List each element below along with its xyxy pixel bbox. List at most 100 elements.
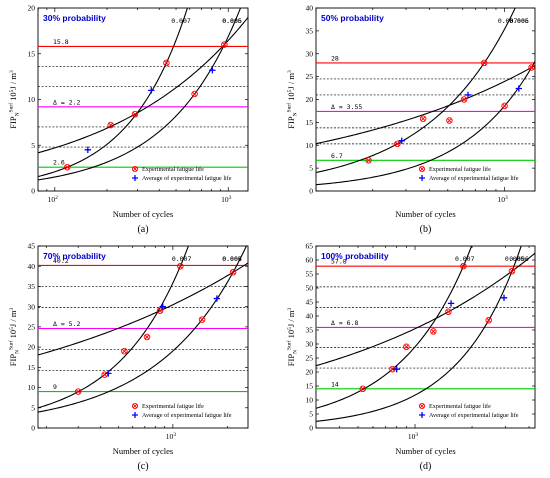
legend-average-marker <box>132 175 138 181</box>
y-axis-label-part: Surf <box>286 340 293 350</box>
y-tick-label: 30 <box>306 49 314 58</box>
experimental-point <box>365 157 372 164</box>
experimental-cross <box>230 269 236 275</box>
experimental-point <box>101 371 108 378</box>
experimental-point <box>198 316 206 323</box>
experimental-point <box>403 343 410 351</box>
legend-experimental-marker <box>131 402 139 410</box>
y-tick-label: 45 <box>28 242 36 251</box>
y-axis-label-part: N <box>293 350 299 354</box>
x-tick-label: 103 <box>166 432 177 441</box>
experimental-circle <box>107 121 114 129</box>
average-point <box>213 295 221 302</box>
experimental-point <box>394 140 401 148</box>
threshold-label: 28 <box>331 54 339 62</box>
experimental-cross <box>461 263 466 269</box>
experimental-circle <box>198 316 206 323</box>
experimental-point <box>163 59 170 67</box>
experimental-circle <box>131 110 139 118</box>
y-tick-label: 0 <box>31 187 35 196</box>
x-axis-label: Number of cycles <box>113 209 173 219</box>
legend-experimental-label: Experimental fatigue life <box>142 403 204 410</box>
experimental-cross <box>502 103 507 109</box>
y-tick-label: 30 <box>28 302 36 311</box>
average-point <box>159 303 167 310</box>
curve-label: 0.007 <box>498 17 518 25</box>
y-axis-label: FIPNSurf 105J / m3 <box>286 70 299 129</box>
plot-frame <box>37 245 249 429</box>
fatigue-curve <box>316 246 522 422</box>
y-tick-label: 5 <box>309 410 313 419</box>
legend-average-marker <box>132 412 138 418</box>
experimental-point <box>480 59 488 67</box>
y-axis-label-part: FIP <box>8 354 18 367</box>
experimental-cross <box>192 91 197 97</box>
average-point <box>105 370 112 377</box>
y-axis-label-part: N <box>15 112 21 116</box>
experimental-cross <box>144 334 150 340</box>
experimental-cross <box>395 141 400 147</box>
panel-label: (d) <box>420 461 432 472</box>
plot-area <box>316 246 535 422</box>
y-axis-label: FIPNSurf 105J / m3 <box>8 308 21 367</box>
legend-experimental-cross <box>132 166 138 172</box>
y-tick-label: 10 <box>28 95 36 104</box>
y-tick-label: 20 <box>306 368 314 377</box>
y-axis-label-part: Surf <box>286 103 293 113</box>
experimental-point <box>143 333 151 341</box>
y-tick-label: 10 <box>306 396 314 405</box>
y-tick-label: 25 <box>306 72 314 81</box>
y-tick-label: 30 <box>306 340 314 349</box>
experimental-point <box>177 262 184 270</box>
y-axis-label-part: 5 <box>9 89 15 92</box>
experimental-circle <box>430 328 437 335</box>
experimental-circle <box>528 64 535 71</box>
experimental-circle <box>460 262 467 270</box>
y-tick-label: 0 <box>309 424 313 433</box>
x-tick-label: 103 <box>408 432 419 441</box>
legend-experimental-label: Experimental fatigue life <box>429 403 491 410</box>
experimental-point <box>131 110 139 118</box>
legend-experimental-cross <box>419 403 425 409</box>
average-point <box>148 87 155 94</box>
fatigue-curve <box>316 65 535 145</box>
experimental-cross <box>157 308 163 314</box>
panel-label: (b) <box>420 224 432 235</box>
y-tick-label: 20 <box>28 343 36 352</box>
y-axis-label-part: N <box>293 112 299 116</box>
experimental-circle <box>64 163 71 171</box>
x-tick-label: 102 <box>48 195 59 204</box>
experimental-cross <box>164 60 169 66</box>
experimental-point <box>460 96 468 103</box>
y-tick-label: 60 <box>306 256 314 265</box>
experimental-point <box>121 347 128 355</box>
y-tick-label: 15 <box>306 382 314 391</box>
experimental-cross <box>366 158 371 163</box>
average-point <box>398 137 405 144</box>
experimental-point <box>485 316 492 324</box>
experimental-cross <box>486 317 492 323</box>
average-point <box>447 300 455 307</box>
plot-frame <box>315 245 536 429</box>
experimental-circle <box>143 333 151 341</box>
experimental-circle <box>365 157 372 164</box>
experimental-point <box>508 267 516 275</box>
legend-experimental-marker <box>418 165 426 173</box>
y-tick-label: 25 <box>28 322 36 331</box>
y-axis-label-part: 3 <box>9 70 15 73</box>
threshold-label: 6.7 <box>331 152 343 160</box>
probability-label: 50% probability <box>321 13 384 23</box>
experimental-cross <box>360 386 366 392</box>
y-axis-label-part: 10 <box>8 330 18 341</box>
y-tick-label: 35 <box>306 326 314 335</box>
experimental-cross <box>529 65 534 70</box>
y-axis-label-part: 3 <box>287 70 293 73</box>
y-axis-label-part: 10 <box>286 330 296 341</box>
experimental-point <box>229 269 237 276</box>
experimental-point <box>74 388 82 395</box>
experimental-cross <box>222 42 227 47</box>
threshold-label: 15.8 <box>53 38 69 46</box>
